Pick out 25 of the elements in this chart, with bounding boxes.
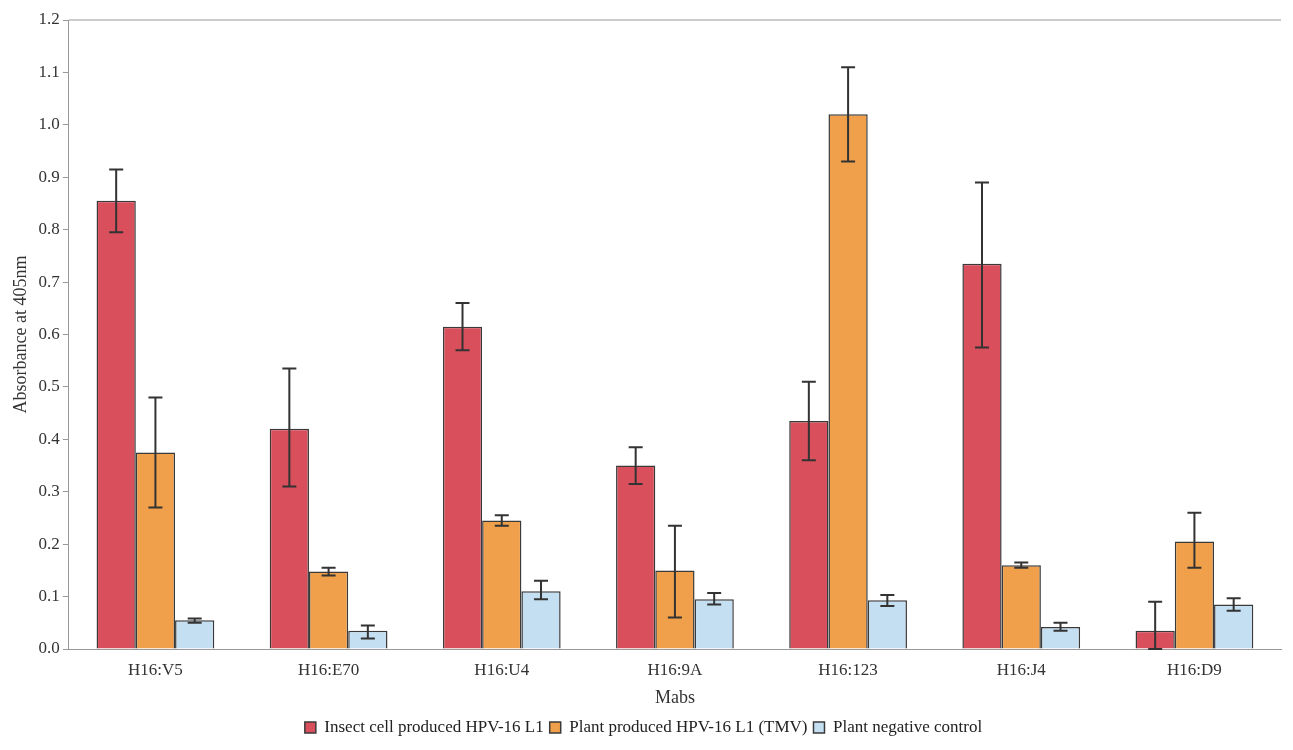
- x-tick-label: H16:D9: [1167, 659, 1222, 679]
- legend-label: Plant produced HPV-16 L1 (TMV): [569, 716, 808, 736]
- x-tick-label: H16:123: [818, 659, 878, 679]
- x-tick-label: H16:E70: [297, 659, 360, 679]
- y-tick-label: 0.4: [38, 428, 61, 448]
- y-tick-label: 0.1: [38, 586, 60, 606]
- y-tick-label: 1.2: [38, 9, 60, 29]
- x-tick-label: H16:U4: [474, 659, 530, 679]
- y-tick-label: 0.5: [38, 376, 60, 396]
- y-tick-label: 1.1: [38, 61, 60, 81]
- y-tick-label: 0.0: [38, 638, 60, 658]
- x-tick-label: H16:9A: [647, 659, 704, 679]
- x-tick-label: H16:V5: [128, 659, 183, 679]
- y-tick-label: 0.8: [38, 219, 60, 239]
- y-tick-label: 0.9: [38, 166, 60, 186]
- legend-label: Plant negative control: [832, 716, 983, 736]
- y-tick-label: 0.3: [38, 481, 60, 501]
- y-tick-label: 0.2: [38, 533, 60, 553]
- y-axis-title: Absorbance at 405nm: [9, 255, 30, 414]
- y-tick-label: 0.6: [38, 323, 60, 343]
- legend-label: Insect cell produced HPV-16 L1: [324, 716, 544, 736]
- x-tick-label: H16:J4: [996, 659, 1047, 679]
- x-axis-title: Mabs: [654, 686, 695, 707]
- y-tick-label: 1.0: [38, 114, 60, 134]
- y-tick-label: 0.7: [38, 271, 61, 291]
